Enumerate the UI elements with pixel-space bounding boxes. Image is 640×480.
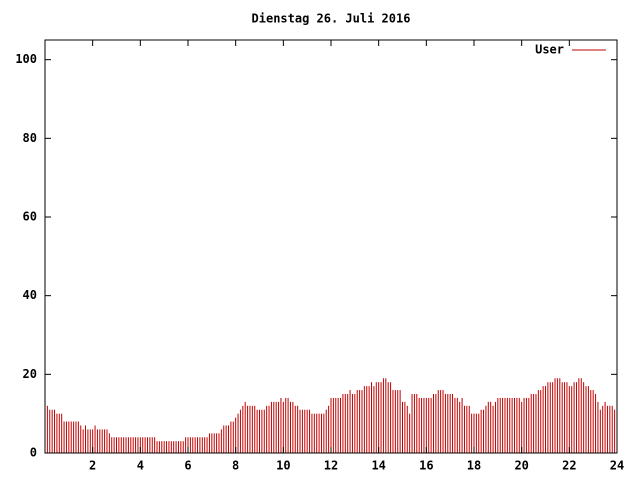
x-tick-label: 6 [184,459,191,473]
x-tick-label: 8 [232,459,239,473]
legend-label: User [535,43,564,57]
y-tick-label: 20 [23,367,37,381]
y-tick-label: 40 [23,288,37,302]
y-tick-label: 80 [23,131,37,145]
y-tick-label: 60 [23,210,37,224]
x-tick-label: 24 [610,459,624,473]
y-tick-label: 0 [30,446,37,460]
x-tick-label: 14 [371,459,385,473]
x-tick-label: 10 [276,459,290,473]
x-tick-label: 18 [467,459,481,473]
x-tick-label: 22 [562,459,576,473]
x-tick-label: 12 [324,459,338,473]
x-tick-label: 4 [137,459,144,473]
x-tick-label: 20 [514,459,528,473]
y-tick-label: 100 [15,52,37,66]
chart-title: Dienstag 26. Juli 2016 [252,12,411,26]
x-tick-label: 2 [89,459,96,473]
x-tick-label: 16 [419,459,433,473]
